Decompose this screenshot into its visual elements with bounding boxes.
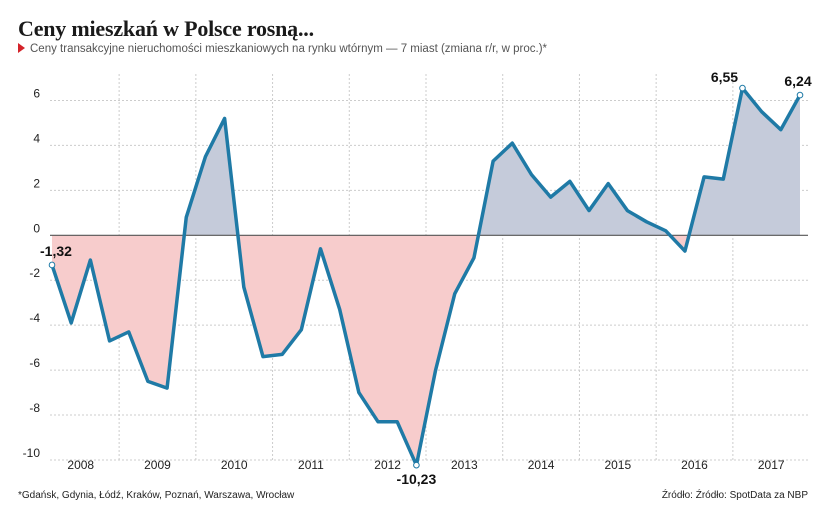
- data-label: 6,24: [784, 73, 811, 89]
- data-point: [185, 216, 188, 219]
- y-tick-label: -4: [29, 311, 40, 325]
- data-point: [127, 330, 130, 334]
- chart-subtitle-text: Ceny transakcyjne nieruchomości mieszkan…: [30, 43, 548, 55]
- data-point: [702, 175, 706, 179]
- red-triangle-icon: [18, 43, 25, 53]
- x-year-label: 2014: [528, 458, 555, 472]
- x-year-label: 2012: [374, 458, 401, 472]
- x-year-label: 2008: [67, 458, 94, 472]
- data-point: [204, 155, 207, 158]
- y-tick-label: 2: [33, 176, 40, 190]
- y-tick-label: -8: [29, 401, 40, 415]
- positive-area: [52, 88, 800, 236]
- data-point: [376, 420, 380, 423]
- data-label: -1,32: [40, 243, 72, 259]
- data-point: [338, 308, 341, 311]
- source-note: Źródło: Źródło: SpotData za NBP: [661, 490, 808, 501]
- data-point: [683, 249, 687, 253]
- annotation-marker: [48, 261, 56, 269]
- data-point: [396, 420, 399, 423]
- x-year-label: 2016: [681, 458, 708, 472]
- data-point: [511, 141, 514, 145]
- series-line: [50, 86, 802, 467]
- data-point: [453, 292, 456, 295]
- data-point: [108, 339, 111, 343]
- data-point: [434, 368, 437, 372]
- annotation-marker: [739, 84, 746, 92]
- data-point: [626, 209, 629, 212]
- y-tick-label: 4: [33, 131, 40, 145]
- x-year-label: 2015: [604, 458, 631, 472]
- data-point: [280, 353, 284, 356]
- data-point: [165, 386, 169, 390]
- chart-subtitle: Ceny transakcyjne nieruchomości mieszkan…: [18, 43, 547, 55]
- annotation-marker: [796, 91, 804, 99]
- data-point: [549, 195, 552, 199]
- data-point: [242, 285, 245, 289]
- data-point: [261, 355, 265, 358]
- data-point: [69, 321, 73, 325]
- data-point: [146, 380, 150, 383]
- x-year-label: 2010: [221, 458, 248, 472]
- data-point: [300, 328, 303, 331]
- y-tick-label: -6: [29, 356, 40, 370]
- data-point: [89, 258, 92, 262]
- footnote-cities: *Gdańsk, Gdynia, Łódź, Kraków, Poznań, W…: [18, 490, 295, 501]
- data-point: [530, 173, 533, 176]
- x-year-label: 2009: [144, 458, 171, 472]
- data-point: [223, 117, 226, 120]
- data-point: [607, 182, 610, 185]
- data-label: -10,23: [397, 471, 437, 487]
- x-year-label: 2013: [451, 458, 478, 472]
- data-point: [491, 159, 495, 163]
- data-label: 6,55: [711, 69, 738, 85]
- data-point: [472, 256, 476, 259]
- chart-title: Ceny mieszkań w Polsce rosną...: [18, 16, 314, 41]
- data-point: [319, 247, 322, 250]
- y-tick-label: 6: [33, 86, 40, 100]
- data-point: [779, 128, 783, 131]
- data-point: [587, 209, 591, 212]
- data-point: [722, 177, 725, 181]
- data-point: [645, 220, 648, 224]
- x-year-label: 2017: [758, 458, 785, 472]
- data-point: [664, 229, 667, 232]
- annotation-marker: [413, 461, 420, 469]
- y-tick-label: -10: [23, 446, 41, 460]
- y-tick-label: 0: [33, 221, 40, 235]
- data-point: [568, 180, 572, 183]
- negative-area: [52, 235, 689, 466]
- y-tick-label: -2: [29, 266, 40, 280]
- data-point: [760, 110, 763, 113]
- x-year-label: 2011: [298, 458, 324, 472]
- data-point: [357, 391, 361, 394]
